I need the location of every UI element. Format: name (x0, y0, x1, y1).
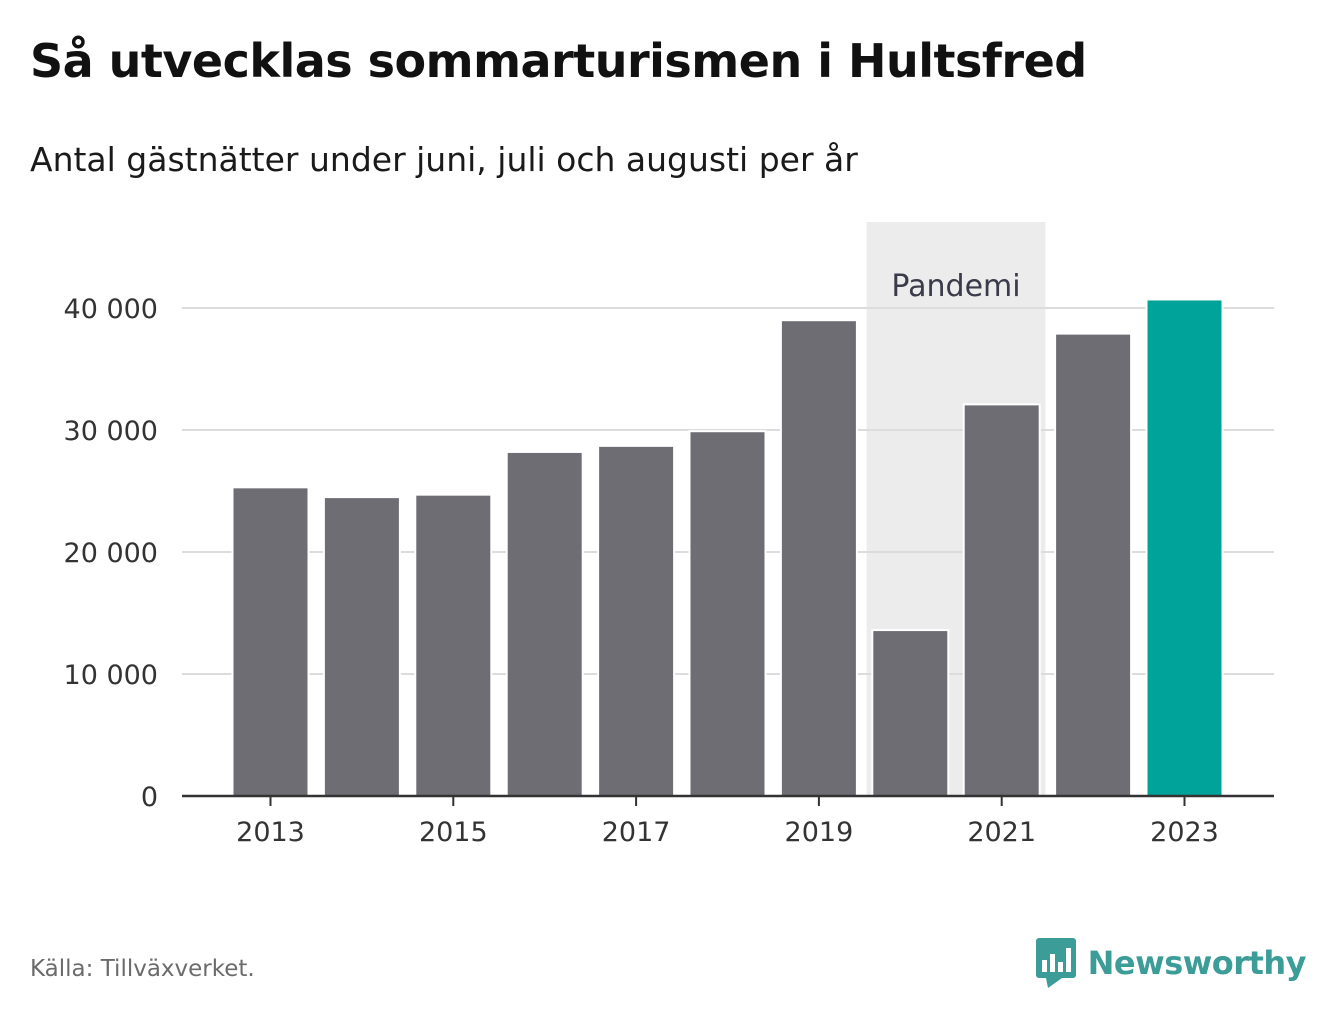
x-tick-label: 2019 (785, 817, 854, 848)
y-tick-label: 10 000 (64, 660, 158, 691)
x-tick-label: 2013 (236, 817, 305, 848)
bar-2016 (505, 450, 584, 798)
newsworthy-logo-icon (1035, 938, 1076, 988)
brand-logo[interactable]: Newsworthy (1035, 938, 1307, 988)
bar-chart: Pandemi 0 10 000 20 000 30 000 40 000 2013 2015… (64, 222, 1274, 848)
x-tick-label: 2017 (602, 817, 671, 848)
y-tick-label: 40 000 (64, 294, 158, 325)
bar-2015 (414, 493, 493, 797)
bar-2022 (1054, 332, 1133, 797)
chart-title: Så utvecklas sommarturismen i Hultsfred (30, 34, 1087, 88)
chart-subtitle: Antal gästnätter under juni, juli och au… (30, 140, 858, 179)
x-tick-label: 2015 (419, 817, 488, 848)
brand-name: Newsworthy (1087, 944, 1307, 982)
source-note: Källa: Tillväxverket. (30, 956, 255, 982)
bar-2023 (1145, 298, 1224, 798)
bar-2018 (688, 430, 767, 797)
pandemic-label: Pandemi (891, 269, 1020, 304)
bar-2013 (231, 486, 310, 797)
bar-2014 (322, 496, 401, 797)
y-tick-label: 0 (141, 782, 158, 813)
bar-2020 (871, 629, 950, 797)
bar-2017 (597, 444, 676, 798)
bar-2021 (962, 403, 1041, 797)
x-tick-label: 2023 (1150, 817, 1219, 848)
y-tick-label: 30 000 (64, 416, 158, 447)
y-tick-label: 20 000 (64, 538, 158, 569)
x-tick-label: 2021 (967, 817, 1036, 848)
bar-2019 (779, 319, 858, 797)
